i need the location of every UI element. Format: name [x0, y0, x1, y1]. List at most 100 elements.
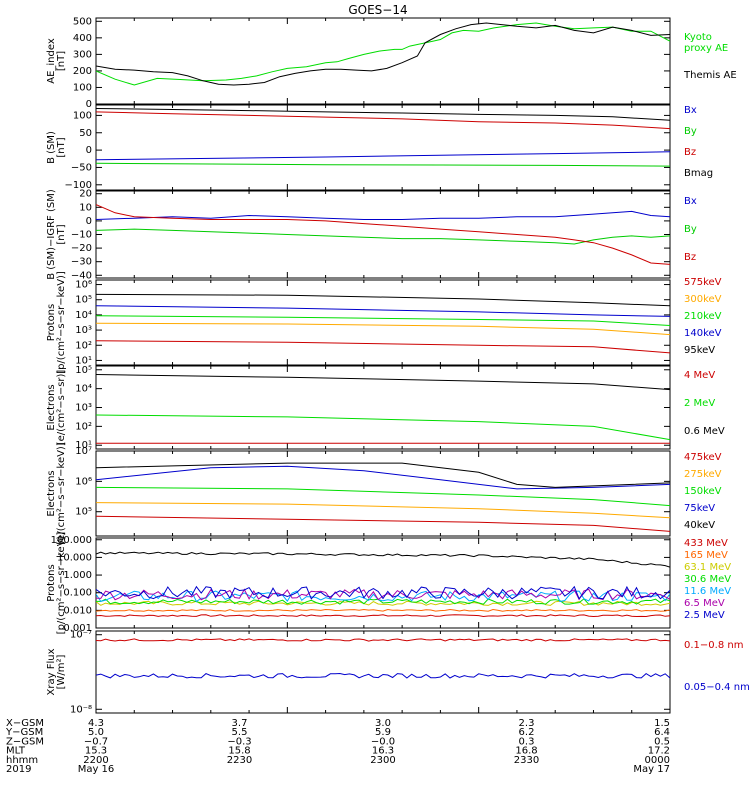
y-tick-label: 100.000 [51, 535, 92, 546]
y-tick-label: −50 [71, 162, 92, 173]
legend-label: Bz [684, 147, 696, 158]
legend-label: 0.6 MeV [684, 426, 725, 437]
y-tick-label: 0 [86, 145, 92, 156]
y-axis-label: Protons[p/(cm²−s−sr−keV)] [46, 532, 67, 635]
y-tick-label: 0.010 [63, 605, 92, 616]
panel-frame [95, 190, 671, 279]
legend-label: 63.1 MeV [684, 562, 731, 573]
y-tick-label: 10¹ [75, 440, 92, 451]
x-row-value: 4.3 [88, 718, 104, 729]
legend-label: 210keV [684, 311, 722, 322]
series-line [96, 515, 670, 532]
x-row-value: 6.2 [519, 727, 535, 738]
y-tick-label: 10³ [75, 403, 92, 414]
series-line [96, 590, 670, 603]
legend-label: 150keV [684, 486, 722, 497]
x-row-value: −0.0 [371, 736, 395, 747]
panel-bsm: −100 −50 0 50 100 B (SM)[nT] Bx By Bz Bmag [46, 104, 713, 191]
x-row-label: Y−GSM [5, 727, 43, 738]
x-row-value: 3.7 [232, 718, 248, 729]
x-row-value: 2330 [514, 755, 539, 766]
y-axis-label: B (SM)[nT] [46, 131, 67, 164]
x-row-value: 5.9 [375, 727, 391, 738]
y-tick-label: 10⁵ [75, 507, 92, 518]
legend-label: 2.5 MeV [684, 610, 725, 621]
panel-frame [95, 537, 671, 629]
x-row-value: May 17 [633, 764, 670, 775]
series-line [96, 608, 670, 612]
y-tick-label: −100 [65, 180, 92, 191]
x-row-value: 1.5 [654, 718, 670, 729]
y-tick-label: 100 [73, 110, 92, 121]
y-tick-label: 10³ [75, 325, 92, 336]
series-line [96, 585, 670, 600]
x-row-value: 5.0 [88, 727, 104, 738]
x-row-value: 17.2 [648, 746, 670, 757]
legend-label: Themis AE [683, 70, 737, 81]
y-tick-label: −20 [71, 243, 92, 254]
y-axis-label: Electrons[e/(cm²−s−sr)] [46, 370, 67, 446]
y-tick-label: 10⁻⁷ [70, 630, 92, 641]
panel-protons_high: 0.001 0.010 0.100 1.000 10.000 100.000Protons… [46, 532, 731, 635]
legend-label: 575keV [684, 277, 722, 288]
x-row-value: 0000 [645, 755, 670, 766]
legend-label: 165 MeV [684, 550, 728, 561]
x-row-value: −0.3 [227, 736, 251, 747]
legend-label: 300keV [684, 294, 722, 305]
legend-label: Bmag [684, 168, 713, 179]
x-axis-table: X−GSM 4.3 3.7 3.0 2.3 1.5 Y−GSM 5.0 5.5 5.9 6.2 6.4… [5, 718, 670, 775]
legend-label: 475keV [684, 452, 722, 463]
legend-label: 11.6 MeV [684, 586, 731, 597]
y-tick-label: 10⁶ [75, 476, 92, 487]
series-line [96, 322, 670, 336]
legend-label: 75keV [684, 503, 715, 514]
panel-ae: 0 100 200 300 400 500 AE_index[nT] Kyoto proxy A… [46, 16, 737, 110]
x-row-value: 6.4 [654, 727, 670, 738]
y-tick-label: −10 [71, 230, 92, 241]
series-line [96, 340, 670, 354]
series-line [96, 598, 670, 605]
y-tick-label: 10⁶ [75, 280, 92, 291]
legend-label: Bz [684, 252, 696, 263]
panel-frame [95, 279, 671, 366]
series-line [96, 305, 670, 317]
series-line [96, 638, 670, 642]
legend-label: 140keV [684, 328, 722, 339]
series-line [96, 204, 670, 265]
series-line [96, 462, 670, 488]
series-line [96, 22, 670, 86]
legend-label: 4 MeV [684, 370, 715, 381]
legend-label: 95keV [684, 345, 715, 356]
series-line [96, 210, 670, 220]
x-row-value: 15.8 [228, 746, 250, 757]
y-tick-label: 10² [75, 340, 92, 351]
x-row-value: 5.5 [232, 727, 248, 738]
series-line [96, 315, 670, 326]
x-row-value: 2230 [227, 755, 252, 766]
y-tick-label: 0.100 [63, 588, 92, 599]
panel-protons_low: 10¹ 10² 10³ 10⁴ 10⁵ 10⁶ Protons[p/(cm²−s−sr−ke… [46, 271, 722, 374]
x-row-value: 0.5 [654, 736, 670, 747]
x-row-label: 2019 [6, 764, 31, 775]
series-line [96, 486, 670, 507]
series-line [96, 228, 670, 245]
panel-frame [95, 630, 671, 714]
y-tick-label: 10 [79, 202, 92, 213]
legend-label: 275keV [684, 469, 722, 480]
y-tick-label: 10⁴ [75, 310, 92, 321]
y-tick-label: 10² [75, 421, 92, 432]
x-row-value: 3.0 [375, 718, 391, 729]
legend-label: By [684, 224, 697, 235]
y-tick-label: 100 [73, 82, 92, 93]
series-line [96, 111, 670, 130]
x-row-value: 15.3 [85, 746, 107, 757]
y-axis-label: AE_index[nT] [46, 38, 67, 84]
panel-frame [95, 104, 671, 191]
y-tick-label: 500 [73, 16, 92, 27]
series-line [96, 672, 670, 679]
y-tick-label: 0 [86, 216, 92, 227]
y-tick-label: 200 [73, 66, 92, 77]
